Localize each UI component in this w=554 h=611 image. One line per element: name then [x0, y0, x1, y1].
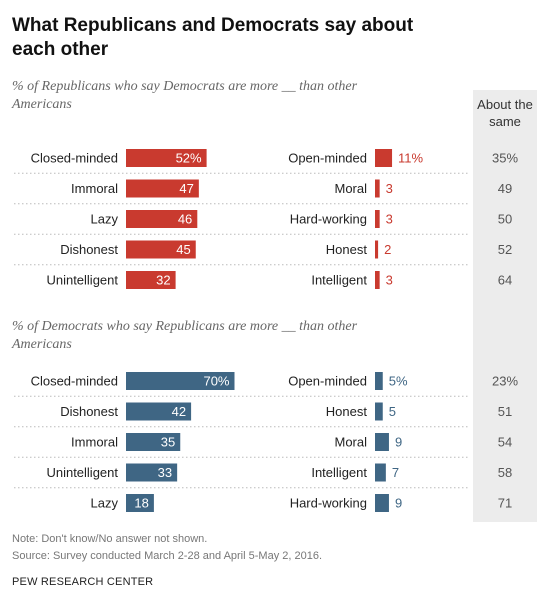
organization-name: PEW RESEARCH CENTER [12, 576, 154, 588]
bar-value-label: 3 [386, 273, 393, 288]
category-label: Immoral [71, 181, 118, 196]
category-label: Open-minded [288, 374, 367, 389]
about-same-value: 64 [498, 273, 512, 288]
category-label: Dishonest [60, 404, 118, 419]
bar-right [375, 494, 389, 512]
bar-value-label: 45 [176, 242, 190, 257]
bar-value-label: 52% [176, 151, 202, 166]
about-same-value: 71 [498, 496, 512, 511]
about-same-column [473, 90, 537, 522]
about-same-value: 51 [498, 404, 512, 419]
category-label: Intelligent [311, 273, 367, 288]
bar-value-label: 18 [134, 496, 148, 511]
bar-value-label: 46 [178, 212, 192, 227]
category-label: Intelligent [311, 465, 367, 480]
bar-left [126, 463, 178, 482]
about-same-value: 54 [498, 435, 512, 450]
bar-value-label: 2 [384, 242, 391, 257]
bar-left [126, 494, 154, 512]
category-label: Lazy [91, 496, 119, 511]
bar-right [375, 179, 380, 198]
category-label: Honest [326, 242, 368, 257]
note: Note: Don't know/No answer not shown. [12, 533, 208, 545]
bar-right [375, 372, 383, 390]
chart-title: What Republicans and Democrats say about… [12, 15, 414, 60]
bar-right [375, 402, 383, 421]
category-label: Unintelligent [46, 273, 118, 288]
category-label: Hard-working [290, 212, 367, 227]
about-same-value: 50 [498, 212, 512, 227]
bar-right [375, 433, 389, 451]
bar-value-label: 9 [395, 435, 402, 450]
bar-value-label: 42 [172, 404, 186, 419]
bar-right [375, 240, 379, 259]
category-label: Immoral [71, 435, 118, 450]
about-same-value: 49 [498, 181, 512, 196]
bar-value-label: 70% [203, 374, 229, 389]
about-same-value: 23% [492, 374, 518, 389]
about-same-header: About the same [477, 97, 533, 129]
category-label: Moral [334, 181, 367, 196]
bar-left [126, 149, 207, 167]
republicans-subtitle: % of Republicans who say Democrats are m… [12, 79, 358, 112]
bar-value-label: 3 [386, 212, 393, 227]
bar-value-label: 11% [398, 151, 423, 166]
bar-left [126, 402, 192, 421]
category-label: Moral [334, 435, 367, 450]
bar-right [375, 271, 380, 289]
about-same-value: 58 [498, 465, 512, 480]
category-label: Hard-working [290, 496, 367, 511]
about-same-value: 52 [498, 242, 512, 257]
bar-value-label: 35 [161, 435, 175, 450]
bar-value-label: 47 [179, 181, 193, 196]
bar-left [126, 240, 196, 259]
about-same-value: 35% [492, 151, 518, 166]
bar-left [126, 271, 176, 289]
bar-value-label: 7 [392, 465, 399, 480]
democrats-subtitle: % of Democrats who say Republicans are m… [12, 319, 358, 352]
bar-left [126, 433, 181, 451]
bar-right [375, 210, 380, 228]
category-label: Lazy [91, 212, 119, 227]
bar-value-label: 5 [389, 404, 396, 419]
bar-value-label: 5% [389, 374, 408, 389]
bar-right [375, 149, 393, 167]
bar-right [375, 463, 386, 482]
bar-left [126, 210, 198, 228]
category-label: Honest [326, 404, 368, 419]
category-label: Closed-minded [31, 151, 118, 166]
category-label: Dishonest [60, 242, 118, 257]
bar-value-label: 3 [386, 181, 393, 196]
bar-value-label: 33 [158, 465, 172, 480]
bar-value-label: 32 [156, 273, 170, 288]
source: Source: Survey conducted March 2-28 and … [12, 550, 323, 562]
bar-left [126, 372, 235, 390]
category-label: Open-minded [288, 151, 367, 166]
category-label: Closed-minded [31, 374, 118, 389]
bar-value-label: 9 [395, 496, 402, 511]
category-label: Unintelligent [46, 465, 118, 480]
bar-left [126, 179, 199, 198]
